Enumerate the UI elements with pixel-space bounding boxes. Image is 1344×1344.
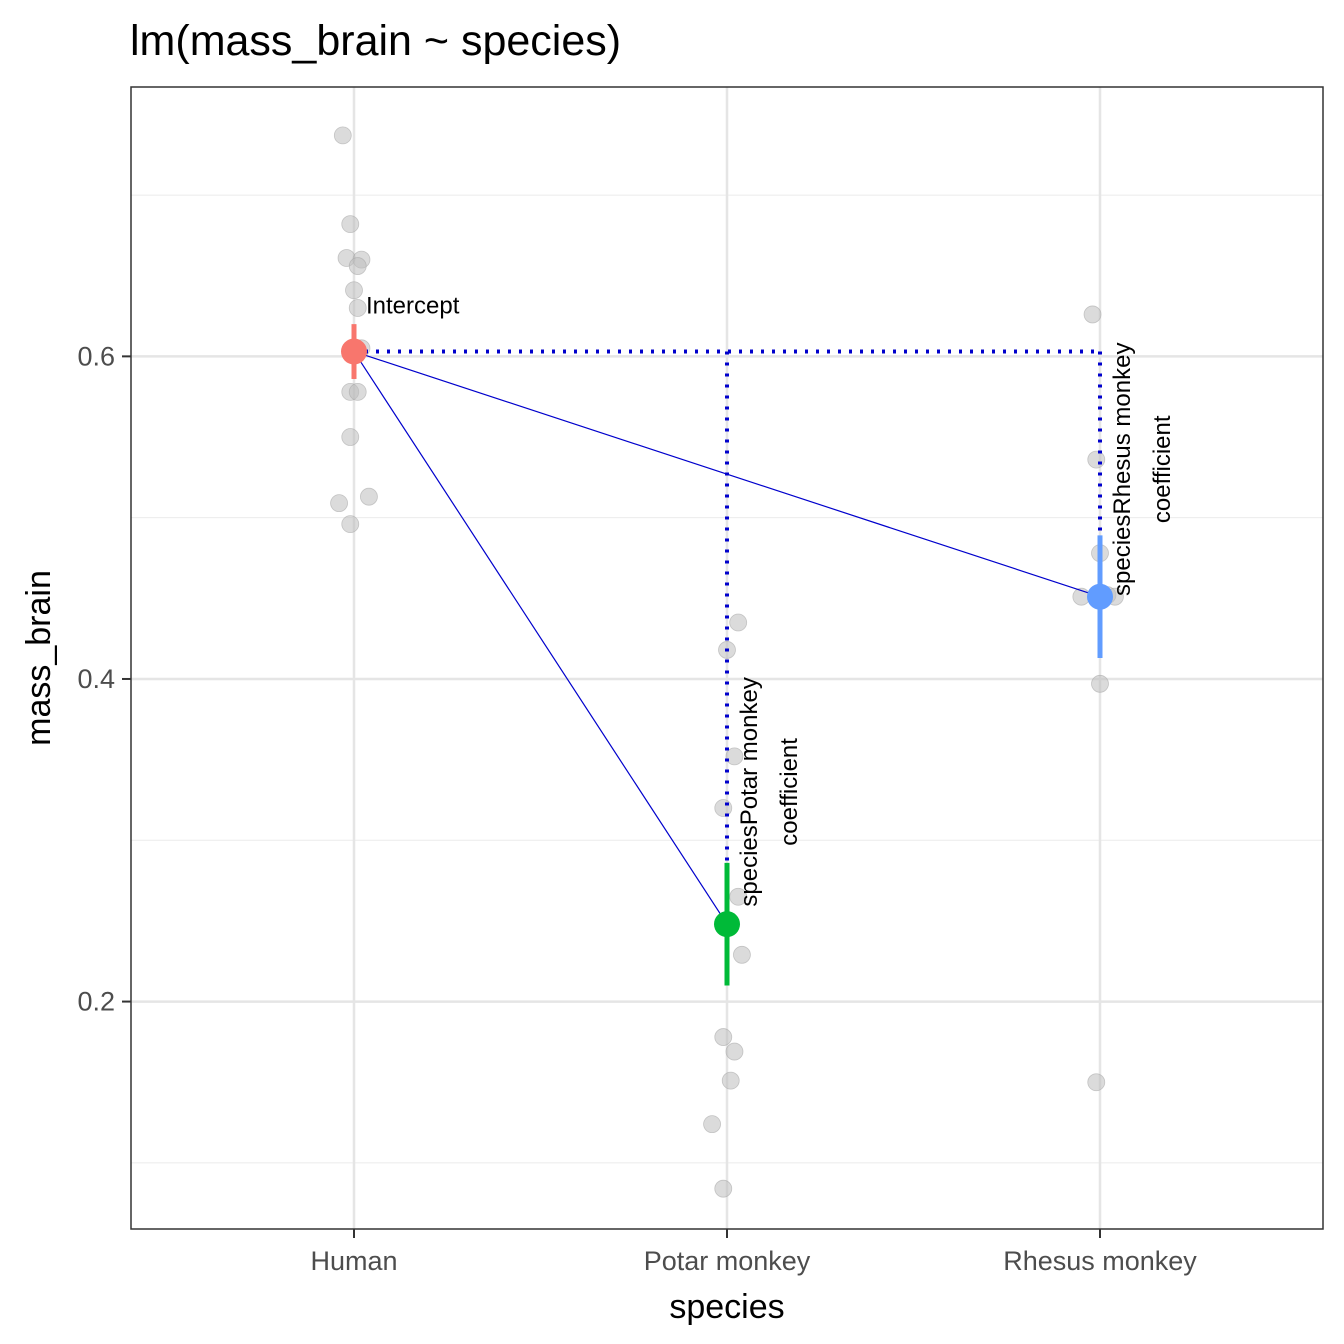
y-tick-label: 0.4 <box>77 664 115 694</box>
reference-lines-layer <box>353 349 1102 925</box>
data-point <box>729 613 748 632</box>
estimate-point <box>714 911 740 938</box>
estimate-point <box>1087 583 1113 610</box>
data-point <box>341 428 360 446</box>
data-point <box>348 299 367 317</box>
data-point <box>729 887 748 906</box>
data-point <box>341 515 360 534</box>
coefficient-label: speciesRhesus monkey coefficient <box>1109 343 1176 596</box>
data-point <box>714 1179 733 1198</box>
data-point <box>714 799 733 817</box>
data-point <box>360 487 378 506</box>
data-point <box>725 747 744 766</box>
data-point <box>1087 450 1106 469</box>
data-point <box>714 1028 733 1046</box>
raw-points-layer <box>330 126 1124 1198</box>
axis-layer: 0.2 0.4 0.6 Human Potar monkey Rhesus monkey <box>77 341 1197 1276</box>
estimates-layer <box>341 324 1113 986</box>
data-point <box>345 281 363 300</box>
x-axis-title: species <box>669 1288 784 1326</box>
data-point <box>1087 1073 1106 1092</box>
x-tick-label: Rhesus monkey <box>1003 1246 1197 1276</box>
chart-title: lm(mass_brain ~ species) <box>130 17 621 65</box>
estimate-point <box>341 338 367 365</box>
data-point <box>341 215 360 234</box>
data-point <box>348 382 367 401</box>
data-point <box>1083 305 1102 324</box>
data-point <box>348 257 367 275</box>
coefficient-connector-line <box>353 350 1101 598</box>
y-tick-label: 0.6 <box>77 341 115 371</box>
data-point <box>333 126 352 145</box>
y-tick-label: 0.2 <box>77 987 115 1017</box>
coefficient-connector-line <box>353 351 728 925</box>
coefficient-label: speciesPotar monkey coefficient <box>736 677 803 906</box>
coefficient-label-line2: coefficient <box>1149 415 1176 523</box>
data-point <box>721 1071 740 1090</box>
data-point <box>725 1042 744 1061</box>
x-tick-label: Potar monkey <box>644 1246 811 1276</box>
intercept-label: Intercept <box>366 293 460 320</box>
data-point <box>733 945 751 964</box>
x-tick-label: Human <box>310 1246 397 1276</box>
data-point <box>1091 674 1109 693</box>
y-axis-title: mass_brain <box>20 570 58 746</box>
data-point <box>703 1115 721 1134</box>
coefficient-label-line1: speciesRhesus monkey <box>1109 343 1136 596</box>
coefficient-label-line1: speciesPotar monkey <box>736 677 763 906</box>
coefficient-label-line2: coefficient <box>776 738 803 846</box>
data-point <box>330 494 348 513</box>
